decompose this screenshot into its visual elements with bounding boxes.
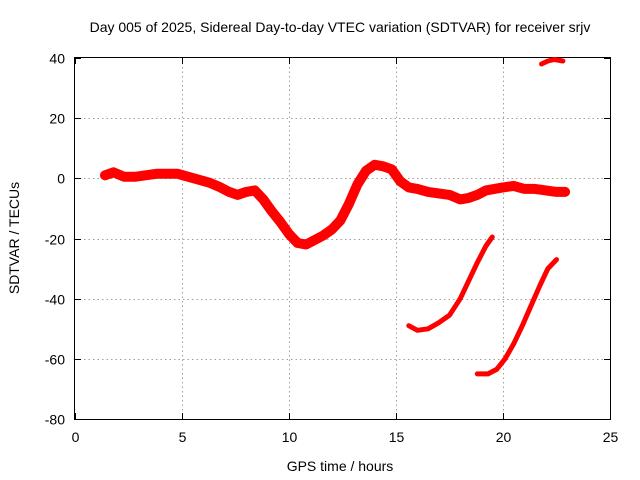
x-tick-label: 20 xyxy=(496,429,512,445)
x-tick-label: 5 xyxy=(179,429,187,445)
x-tick-label: 15 xyxy=(389,429,405,445)
axis-ticks: 0 5 10 15 20 25 -80 -60 -40 -20 0 20 40 xyxy=(45,51,619,446)
y-tick-label: -20 xyxy=(45,232,65,248)
y-tick-label: 40 xyxy=(49,51,65,67)
x-tick-label: 10 xyxy=(282,429,298,445)
x-axis-label: GPS time / hours xyxy=(287,458,394,474)
series-main-trace xyxy=(100,159,571,250)
x-tick-label: 25 xyxy=(603,429,619,445)
series-arc-2 xyxy=(474,257,559,377)
y-tick-label: -80 xyxy=(45,412,65,428)
y-tick-label: 0 xyxy=(57,171,65,187)
series-arc-1 xyxy=(406,234,495,333)
x-tick-label: 0 xyxy=(72,429,80,445)
series-layer xyxy=(100,57,571,377)
chart-title: Day 005 of 2025, Sidereal Day-to-day VTE… xyxy=(90,19,591,35)
y-axis-label: SDTVAR / TECUs xyxy=(6,182,22,294)
y-tick-label: 20 xyxy=(49,111,65,127)
grid-lines xyxy=(75,58,610,419)
plot-frame xyxy=(74,57,611,420)
series-arc-3 xyxy=(539,57,566,67)
y-tick-label: -40 xyxy=(45,292,65,308)
y-tick-label: -60 xyxy=(45,352,65,368)
